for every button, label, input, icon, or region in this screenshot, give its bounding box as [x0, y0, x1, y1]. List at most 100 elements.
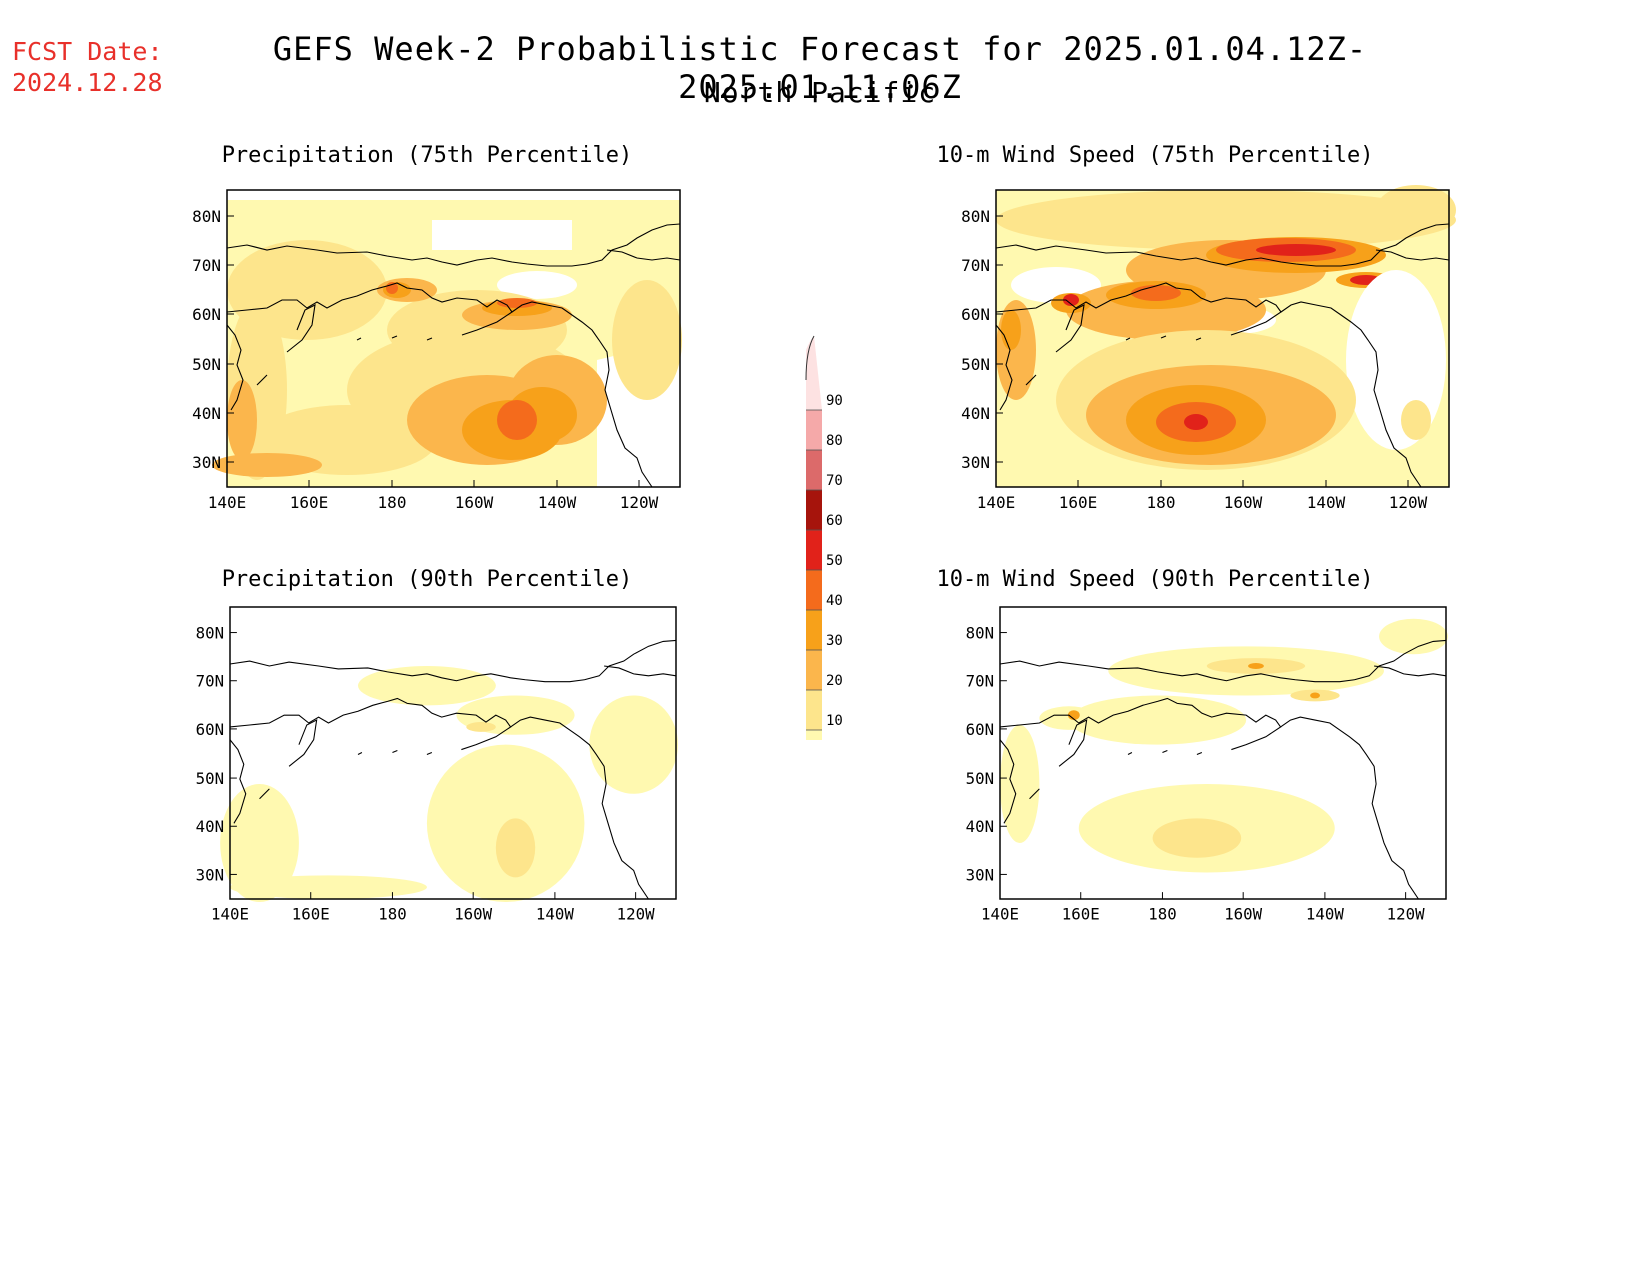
map-panel-wind90: 140E 160E 180 160W 140W 120W 80N 70N 60N 50N 40N 30…	[966, 606, 1448, 924]
map-frame	[226, 189, 681, 488]
shaded-field	[1000, 618, 1448, 873]
shaded-field	[996, 185, 1456, 487]
lat-tick-label: 30N	[196, 865, 224, 884]
panel-title-wind90: 10-m Wind Speed (90th Percentile)	[936, 567, 1374, 592]
coastline	[999, 639, 1447, 900]
map-frame	[229, 606, 677, 900]
coastline-segment	[604, 665, 677, 677]
shading-region	[227, 380, 257, 460]
coastline-segment	[229, 739, 247, 824]
coastline-segment	[606, 249, 681, 261]
lon-tick-label: 140W	[1306, 905, 1344, 924]
lon-tick-label: 160W	[455, 493, 494, 512]
coastline-segment	[1025, 374, 1037, 386]
shading-region	[1063, 294, 1079, 306]
lat-tick-label: 70N	[196, 672, 224, 691]
coastline-segment	[357, 752, 363, 755]
lon-tick-label: 180	[378, 905, 406, 924]
lat-tick-label: 60N	[966, 720, 994, 739]
coastline-segment	[999, 739, 1017, 824]
lat-tick-label: 50N	[196, 769, 224, 788]
lon-tick-label: 140W	[1307, 493, 1346, 512]
coastline-segment	[995, 282, 1282, 336]
colorbar-swatch	[806, 336, 822, 410]
coastline-segment	[229, 697, 512, 751]
lon-tick-label: 140E	[208, 493, 247, 512]
shading-region	[357, 665, 496, 706]
lon-tick-label: 140W	[536, 905, 574, 924]
coastline-segment	[391, 335, 398, 339]
fcst-date-value: 2024.12.28	[12, 68, 163, 97]
coastline-segment	[510, 716, 649, 900]
colorbar-swatch	[806, 530, 822, 570]
coastline-segment	[999, 697, 1282, 751]
colorbar-swatch	[806, 570, 822, 610]
coastline-segment	[511, 301, 653, 488]
map-frame	[995, 189, 1450, 488]
shading-region	[495, 818, 536, 878]
map-panel-precip75: 140E 160E 180 160W 140W 120W 80N 70N 60N 50N 40N 30…	[192, 189, 682, 512]
coastline-segment	[426, 752, 433, 755]
coastline	[229, 639, 677, 900]
shading-region	[1068, 695, 1247, 745]
coastline-segment	[1196, 752, 1203, 755]
lat-tick-label: 30N	[961, 453, 990, 472]
lat-tick-label: 50N	[961, 355, 990, 374]
region-subtitle: North Pacific	[703, 76, 937, 109]
colorbar-swatch	[806, 730, 822, 740]
lon-tick-label: 160E	[1062, 905, 1100, 924]
shading-region	[1376, 185, 1456, 235]
coastline-segment	[256, 374, 268, 386]
coastline-segment	[999, 660, 1355, 683]
shading-region	[466, 722, 496, 732]
shading-region	[589, 695, 678, 794]
coastline-segment	[995, 244, 1357, 267]
shading-region	[1184, 414, 1208, 430]
coastline-segment	[1055, 304, 1085, 353]
coastline-segment	[995, 324, 1013, 411]
coastline-segment	[226, 282, 513, 336]
colorbar-label: 40	[826, 593, 843, 609]
lon-tick-label: 140W	[538, 493, 577, 512]
forecast-date-label: FCST Date: 2024.12.28	[12, 36, 163, 98]
coastline-segment	[1058, 719, 1088, 767]
coastline-segment	[226, 324, 244, 411]
coastline-segment	[1355, 223, 1450, 265]
colorbar-legend: 90 80 70 60 50 40 30 20 10	[805, 335, 843, 740]
lon-tick-label: 160W	[1224, 493, 1263, 512]
map-panel-precip90: 140E 160E 180 160W 140W 120W 80N 70N 60N 50N 40N 30…	[196, 606, 678, 924]
lon-tick-label: 180	[1147, 493, 1176, 512]
colorbar-swatch	[806, 650, 822, 690]
lat-tick-label: 40N	[961, 404, 990, 423]
panel-title-precip90: Precipitation (90th Percentile)	[221, 567, 633, 592]
lat-tick-label: 30N	[192, 453, 221, 472]
shading-region	[1248, 663, 1264, 669]
coastline-segment	[259, 788, 270, 800]
colorbar-label: 60	[826, 513, 843, 529]
page-title: GEFS Week-2 Probabilistic Forecast for 2…	[272, 30, 1368, 106]
coastline-segment	[1160, 335, 1167, 339]
colorbar-label: 80	[826, 433, 843, 449]
colorbar-label: 10	[826, 713, 843, 729]
lon-tick-label: 160E	[1059, 493, 1098, 512]
coastline-segment	[584, 639, 677, 681]
shaded-field	[212, 200, 682, 487]
lat-tick-label: 50N	[192, 355, 221, 374]
lon-tick-label: 140E	[211, 905, 249, 924]
coastline-segment	[229, 660, 585, 683]
coastline-segment	[286, 304, 316, 353]
coastline-segment	[1280, 716, 1419, 900]
shading-region	[1379, 618, 1448, 655]
colorbar-label: 30	[826, 633, 843, 649]
panel-title-wind75: 10-m Wind Speed (75th Percentile)	[936, 143, 1374, 168]
lon-tick-label: 160W	[454, 905, 492, 924]
coastline-segment	[226, 244, 588, 267]
shading-gap	[497, 271, 577, 299]
lon-tick-label: 120W	[1389, 493, 1428, 512]
lon-tick-label: 120W	[620, 493, 659, 512]
colorbar-outline	[805, 335, 815, 381]
lat-tick-label: 70N	[192, 256, 221, 275]
lat-tick-label: 40N	[192, 404, 221, 423]
lon-tick-label: 140E	[981, 905, 1019, 924]
coastline-segment	[1354, 639, 1447, 681]
